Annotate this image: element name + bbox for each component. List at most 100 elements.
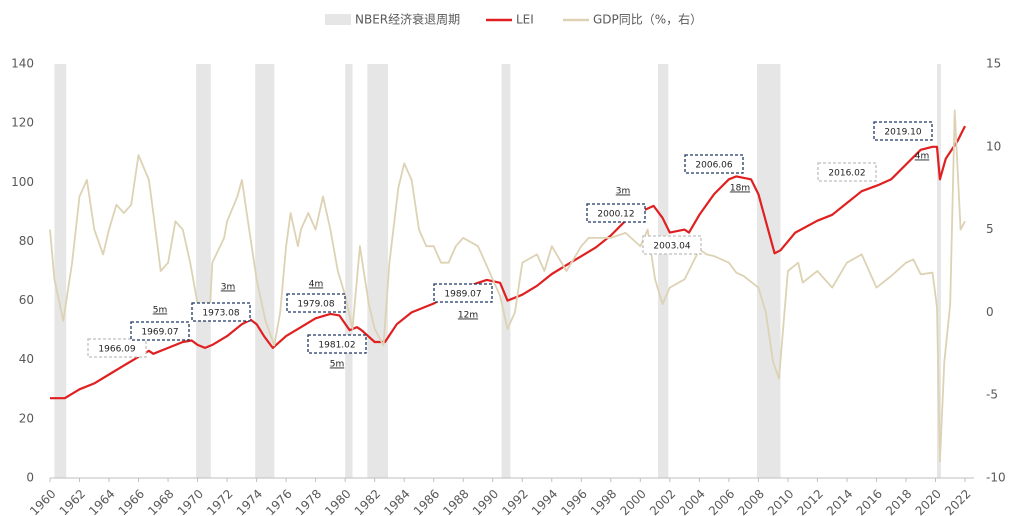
annotation-label: 2006.06 bbox=[695, 161, 732, 171]
recession-band bbox=[658, 64, 669, 478]
y2-tick-label: 5 bbox=[986, 222, 994, 236]
x-tick-label: 1982 bbox=[352, 487, 383, 516]
legend-label: GDP同比（%，右） bbox=[593, 12, 702, 27]
recession-band bbox=[501, 64, 511, 478]
recession-band bbox=[255, 64, 275, 478]
annotation: 1989.07 12m bbox=[433, 283, 493, 321]
y-tick-label: 100 bbox=[11, 175, 34, 189]
annotation: 1966.09 bbox=[87, 338, 147, 358]
y-tick-label: 140 bbox=[11, 57, 34, 71]
annotation-note: 4m bbox=[915, 152, 930, 162]
legend-swatch bbox=[325, 14, 351, 25]
recession-band bbox=[54, 64, 67, 478]
x-tick-label: 2012 bbox=[795, 487, 826, 516]
x-tick-label: 2020 bbox=[913, 487, 944, 516]
x-tick-label: 1974 bbox=[234, 487, 265, 516]
annotation: 1981.02 5m bbox=[307, 334, 367, 370]
x-tick-label: 2022 bbox=[942, 487, 973, 516]
x-tick-label: 1988 bbox=[440, 487, 471, 516]
x-tick-label: 1996 bbox=[558, 487, 589, 516]
y2-tick-label: 0 bbox=[986, 305, 994, 319]
x-tick-label: 1968 bbox=[145, 487, 176, 516]
annotation-label: 2016.02 bbox=[828, 169, 865, 179]
annotation-note: 12m bbox=[458, 311, 478, 321]
annotation-label: 2003.04 bbox=[653, 242, 690, 252]
y-tick-label: 80 bbox=[19, 234, 34, 248]
x-tick-label: 2008 bbox=[735, 487, 766, 516]
x-tick-label: 1976 bbox=[263, 487, 294, 516]
annotation-label: 1966.09 bbox=[98, 345, 135, 355]
x-tick-label: 1972 bbox=[204, 487, 235, 516]
annotation-label: 1989.07 bbox=[444, 290, 481, 300]
annotation-box bbox=[817, 162, 877, 182]
y2-tick-label: -10 bbox=[986, 471, 1006, 485]
annotation-note: 5m bbox=[153, 306, 168, 316]
x-tick-label: 1962 bbox=[57, 487, 88, 516]
x-tick-label: 1960 bbox=[27, 487, 58, 516]
annotation: 2003.04 bbox=[642, 235, 702, 255]
annotation-label: 1969.07 bbox=[141, 328, 178, 338]
annotation-box bbox=[130, 321, 190, 341]
annotation-box bbox=[873, 121, 933, 141]
annotation-box bbox=[642, 235, 702, 255]
annotation: 2006.06 18m bbox=[684, 154, 750, 194]
annotation-note: 5m bbox=[330, 360, 345, 370]
y-tick-label: 40 bbox=[19, 352, 34, 366]
annotation-box bbox=[433, 283, 493, 303]
annotation-box bbox=[191, 302, 251, 322]
x-tick-label: 1966 bbox=[116, 487, 147, 516]
x-tick-label: 2016 bbox=[854, 487, 885, 516]
annotation: 1979.08 4m bbox=[286, 280, 346, 313]
y-tick-label: 120 bbox=[11, 116, 34, 130]
series-line bbox=[50, 125, 966, 400]
y-tick-label: 20 bbox=[19, 411, 34, 425]
annotation: 2000.12 3m bbox=[586, 187, 646, 223]
annotation: 1969.07 5m bbox=[130, 306, 190, 341]
recession-band bbox=[936, 64, 941, 478]
annotation-label: 1979.08 bbox=[297, 300, 334, 310]
annotation-label: 1973.08 bbox=[202, 309, 239, 319]
y2-tick-label: -5 bbox=[986, 388, 998, 402]
x-tick-label: 1992 bbox=[499, 487, 530, 516]
annotation-label: 2000.12 bbox=[597, 210, 634, 220]
x-tick-label: 1970 bbox=[175, 487, 206, 516]
x-tick-label: 1986 bbox=[411, 487, 442, 516]
recession-band bbox=[367, 64, 388, 478]
x-tick-label: 1978 bbox=[293, 487, 324, 516]
x-tick-label: 2000 bbox=[617, 487, 648, 516]
annotation-note: 3m bbox=[616, 187, 631, 197]
x-tick-label: 1964 bbox=[86, 487, 117, 516]
x-tick-label: 2004 bbox=[676, 487, 707, 516]
x-tick-label: 2002 bbox=[647, 487, 678, 516]
x-tick-label: 1980 bbox=[322, 487, 353, 516]
annotation-label: 1981.02 bbox=[318, 341, 355, 351]
x-tick-label: 2014 bbox=[824, 487, 855, 516]
x-tick-label: 2010 bbox=[765, 487, 796, 516]
recession-band bbox=[196, 64, 211, 478]
y-tick-label: 60 bbox=[19, 293, 34, 307]
recession-band bbox=[345, 64, 353, 478]
annotation-box bbox=[87, 338, 147, 358]
recession-band bbox=[756, 64, 781, 478]
annotation: 2016.02 bbox=[817, 162, 877, 182]
legend-label: NBER经济衰退周期 bbox=[355, 12, 460, 27]
annotation-box bbox=[286, 293, 346, 313]
annotation: 1973.08 3m bbox=[191, 283, 251, 322]
annotation-note: 18m bbox=[730, 184, 750, 194]
x-tick-label: 2018 bbox=[883, 487, 914, 516]
x-tick-label: 1984 bbox=[381, 487, 412, 516]
annotation-box bbox=[684, 154, 744, 174]
annotation-box bbox=[586, 203, 646, 223]
legend-label: LEI bbox=[516, 13, 534, 27]
y-tick-label: 0 bbox=[26, 471, 34, 485]
x-tick-label: 1998 bbox=[588, 487, 619, 516]
y2-tick-label: 15 bbox=[986, 57, 1001, 71]
annotation-note: 4m bbox=[309, 280, 324, 290]
annotation-note: 3m bbox=[221, 283, 236, 293]
y2-tick-label: 10 bbox=[986, 139, 1001, 153]
annotation: 2019.10 4m bbox=[873, 121, 933, 162]
series-line bbox=[49, 109, 966, 463]
annotation-box bbox=[307, 334, 367, 354]
x-tick-label: 1990 bbox=[470, 487, 501, 516]
